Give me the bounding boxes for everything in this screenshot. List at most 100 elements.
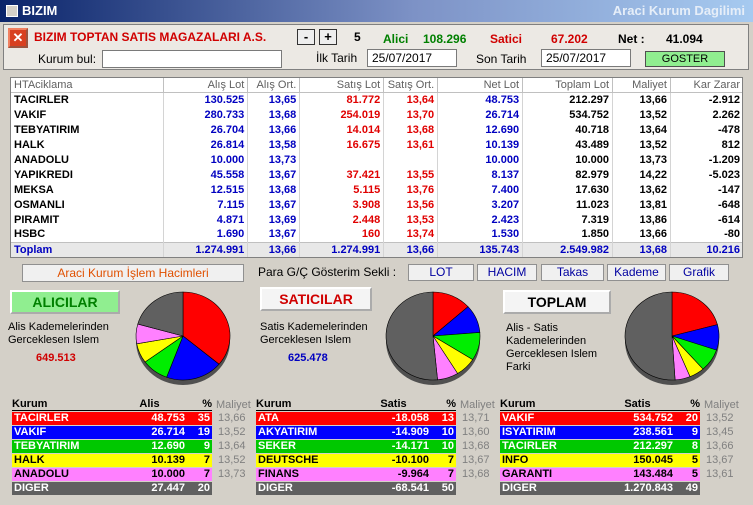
table-row[interactable]: HSBC 1.690 13,67 160 13,74 1.530 1.850 13,66 -80 [11,227,742,242]
breakdown-cell: GARANTI [500,467,600,481]
breakdown-row[interactable]: INFO 150.045 5 13,67 [500,453,745,467]
table-cell: 1.274.991 [163,241,249,257]
breakdown-header-cell: Maliyet [704,398,739,411]
alicilar-button[interactable]: ALICILAR [10,290,120,314]
breakdown-cell: 19 [187,425,212,439]
breakdown-row[interactable]: FINANS -9.964 7 13,68 [256,467,498,481]
table-row[interactable]: PIRAMIT 4.871 13,69 2.448 13,53 2.423 7.319 13,… [11,212,742,227]
column-header[interactable]: Toplam Lot [522,78,614,93]
breakdown-row[interactable]: ANADOLU 10.000 7 13,73 [12,467,252,481]
table-cell: 13,52 [612,137,671,152]
satis-total-value: 625.478 [288,352,328,364]
table-cell: 5.115 [299,182,385,197]
table-cell: PIRAMIT [11,212,165,227]
breakdown-row[interactable]: DIGER 27.447 20 [12,481,252,495]
column-header[interactable]: Alış Ort. [247,78,301,93]
breakdown-row[interactable]: TACIRLER 48.753 35 13,66 [12,411,252,425]
table-row[interactable]: ANADOLU 10.000 13,73 10.000 10.000 13,73 -1.20… [11,152,742,167]
column-header[interactable]: Kar Zarar [670,78,742,93]
breakdown-row[interactable]: TEBYATIRIM 12.690 9 13,64 [12,439,252,453]
breakdown-row[interactable]: DIGER 1.270.843 49 [500,481,745,495]
column-header[interactable]: Alış Lot [163,78,249,93]
pie-slice [624,291,676,381]
minus-button[interactable]: - [297,29,315,45]
breakdown-cell: 1.270.843 [600,481,675,495]
breakdown-row[interactable]: TACIRLER 212.297 8 13,66 [500,439,745,453]
table-cell: 43.489 [522,137,614,152]
table-cell: OSMANLI [11,197,165,212]
pie-slice [385,291,438,381]
table-cell: 10.000 [522,152,614,167]
breakdown-cell: -10.100 [356,453,431,467]
breakdown-row[interactable]: VAKIF 534.752 20 13,52 [500,411,745,425]
breakdown-cell: -18.058 [356,411,431,425]
plus-button[interactable]: + [319,29,337,45]
close-icon[interactable]: ✕ [8,28,28,48]
table-row[interactable]: HALK 26.814 13,58 16.675 13,61 10.139 43.489 13… [11,137,742,152]
breakdown-cell: 13,45 [706,426,734,438]
breakdown-cell: 50 [431,481,456,495]
table-cell: 4.871 [163,212,249,227]
table-cell: 13,73 [612,152,671,167]
table-cell: 10.216 [670,241,742,257]
breakdown-row[interactable]: SEKER -14.171 10 13,68 [256,439,498,453]
total-row[interactable]: Toplam 1.274.991 13,66 1.274.991 13,66 135.74… [11,241,742,257]
column-header[interactable]: Maliyet [612,78,671,93]
tab-lot[interactable]: LOT [408,264,474,281]
alici-label: Alici [383,32,409,46]
table-row[interactable]: MEKSA 12.515 13,68 5.115 13,76 7.400 17.630 13,… [11,182,742,197]
table-cell: 13,81 [612,197,671,212]
breakdown-row[interactable]: VAKIF 26.714 19 13,52 [12,425,252,439]
breakdown-row[interactable]: ISYATIRIM 238.561 9 13,45 [500,425,745,439]
kurum-search-input[interactable] [102,50,282,68]
table-cell: 13,55 [383,167,439,182]
tab-kademe[interactable]: Kademe [607,264,666,281]
breakdown-row[interactable]: AKYATIRIM -14.909 10 13,60 [256,425,498,439]
table-cell: 13,53 [383,212,439,227]
column-header[interactable]: HTAciklama [11,78,165,93]
breakdown-row[interactable]: DEUTSCHE -10.100 7 13,67 [256,453,498,467]
table-cell: 13,66 [247,122,301,137]
table-cell: 17.630 [522,182,614,197]
son-tarih-label: Son Tarih [476,52,527,66]
breakdown-cell: AKYATIRIM [256,425,356,439]
breakdown-header-cell: Kurum [500,398,600,411]
son-tarih-input[interactable]: 25/07/2017 [541,49,631,67]
breakdown-cell: 20 [675,411,700,425]
saticilar-button[interactable]: SATICILAR [260,287,372,311]
table-cell: 254.019 [299,107,385,122]
table-cell: 2.549.982 [522,241,614,257]
table-cell: Toplam [11,241,165,257]
tab-grafik[interactable]: Grafik [669,264,729,281]
table-row[interactable]: OSMANLI 7.115 13,67 3.908 13,56 3.207 11.023 13… [11,197,742,212]
table-cell: -147 [670,182,742,197]
breakdown-cell: 13,67 [462,454,490,466]
breakdown-row[interactable]: DIGER -68.541 50 [256,481,498,495]
ilk-tarih-input[interactable]: 25/07/2017 [367,49,457,67]
breakdown-row[interactable]: ATA -18.058 13 13,71 [256,411,498,425]
column-header[interactable]: Satış Ort. [383,78,439,93]
column-header[interactable]: Satış Lot [299,78,385,93]
table-row[interactable]: VAKIF 280.733 13,68 254.019 13,70 26.714 534.7… [11,107,742,122]
tab-takas[interactable]: Takas [541,264,604,281]
breakdown-row[interactable]: HALK 10.139 7 13,52 [12,453,252,467]
column-header[interactable]: Net Lot [437,78,524,93]
tab-hacim[interactable]: HACIM [477,264,537,281]
breakdown-cell: HALK [12,453,112,467]
table-cell: 3.908 [299,197,385,212]
breakdown-cell: 10.139 [112,453,187,467]
breakdown-cell: 13,67 [706,454,734,466]
table-cell: 1.274.991 [299,241,385,257]
table-cell: 280.733 [163,107,249,122]
breakdown-cell: 7 [431,467,456,481]
table-cell: 13,67 [247,167,301,182]
table-row[interactable]: TEBYATIRIM 26.704 13,66 14.014 13,68 12.690 40… [11,122,742,137]
table-row[interactable]: TACIRLER 130.525 13,65 81.772 13,64 48.753 212… [11,92,742,107]
breakdown-cell: 13,52 [218,454,246,466]
goster-button[interactable]: GOSTER [645,51,725,67]
breakdown-row[interactable]: GARANTI 143.484 5 13,61 [500,467,745,481]
toplam-button[interactable]: TOPLAM [503,290,611,314]
breakdown-cell: 13,60 [462,426,490,438]
table-cell: 13,68 [247,107,301,122]
table-row[interactable]: YAPIKREDI 45.558 13,67 37.421 13,55 8.137 82.9… [11,167,742,182]
